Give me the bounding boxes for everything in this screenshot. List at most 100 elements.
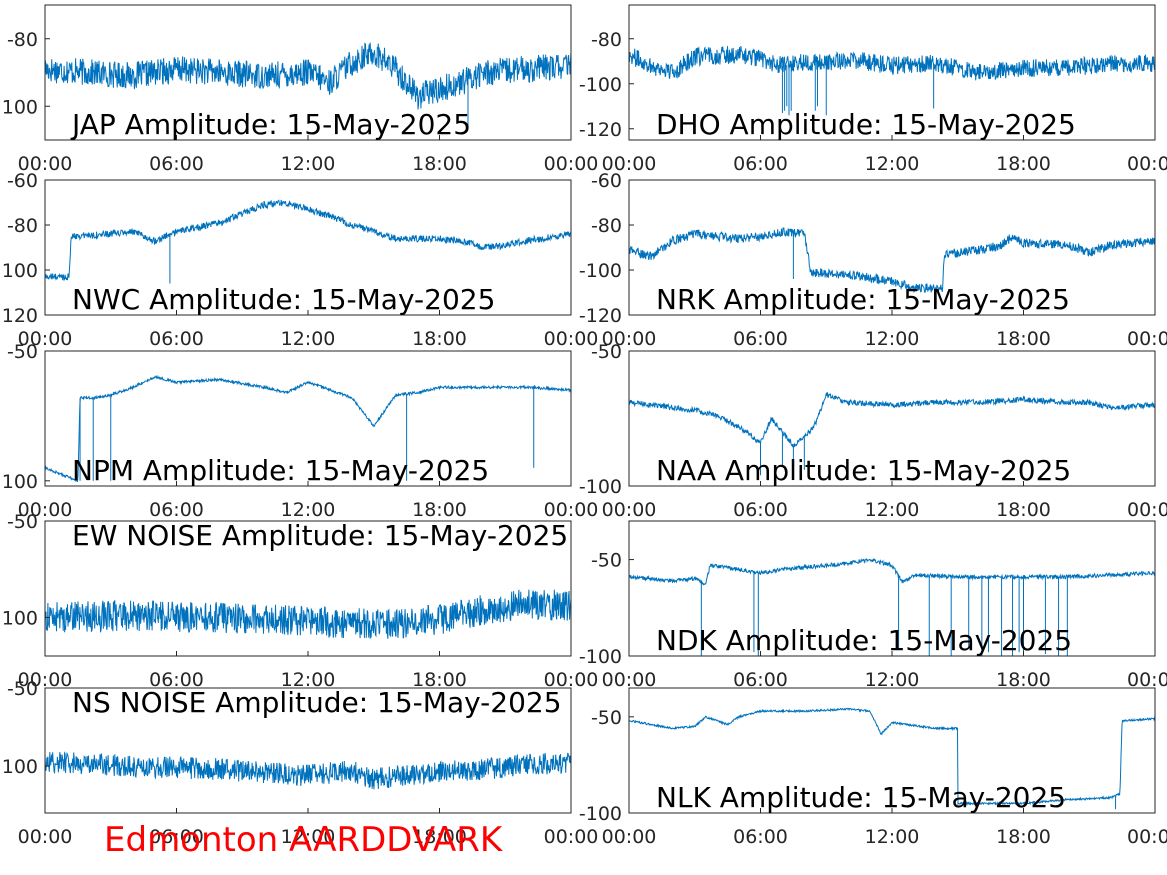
trace-dho — [629, 46, 1155, 81]
x-tick-label: 00:00 — [544, 826, 599, 848]
x-tick-label: 18:00 — [412, 669, 467, 691]
title-nrk: NRK Amplitude: 15-May-2025 — [656, 283, 1070, 316]
panel-npm: -50 100 00:00 06:00 12:00 18:00 00:00 NPM Ampli… — [2, 341, 599, 521]
x-tick-label: 00:00 — [1127, 669, 1167, 691]
y-tick-label: -100 — [579, 260, 622, 282]
panel-jap: -80 100 00:00 06:00 12:00 18:00 00:00 JAP Ampli… — [2, 4, 599, 175]
trace-naa — [629, 392, 1155, 448]
x-tick-label: 18:00 — [412, 499, 467, 521]
y-tick-label: 100 — [2, 756, 38, 778]
panel-ns-noise: -50 100 00:00 06:00 12:00 18:00 00:00 NS NOISE … — [2, 678, 599, 848]
x-tick-label: 18:00 — [996, 153, 1051, 175]
x-tick-label: 00:00 — [1127, 328, 1167, 350]
y-tick-label: -60 — [7, 170, 38, 192]
x-tick-label: 00:00 — [544, 153, 599, 175]
y-tick-label: -80 — [7, 215, 38, 237]
x-tick-label: 18:00 — [412, 328, 467, 350]
y-tick-label: 100 — [2, 96, 38, 118]
trace-jap — [45, 42, 571, 110]
x-tick-label: 12:00 — [281, 826, 336, 848]
x-tick-label: 00:00 — [18, 499, 73, 521]
y-tick-label: -120 — [579, 119, 622, 141]
y-tick-label: -100 — [579, 646, 622, 668]
x-tick-label: 00:00 — [602, 153, 657, 175]
y-tick-label: 120 — [2, 305, 38, 327]
trace-npm — [45, 374, 571, 483]
x-tick-label: 06:00 — [149, 153, 204, 175]
x-tick-label: 00:00 — [18, 153, 73, 175]
trace-nwc — [45, 199, 571, 282]
x-tick-label: 12:00 — [281, 499, 336, 521]
title-npm: NPM Amplitude: 15-May-2025 — [72, 454, 489, 487]
y-tick-label: -120 — [579, 305, 622, 327]
x-tick-label: 18:00 — [412, 153, 467, 175]
x-tick-label: 18:00 — [412, 826, 467, 848]
x-tick-label: 00:00 — [18, 669, 73, 691]
x-tick-label: 00:00 — [544, 669, 599, 691]
y-tick-label: -50 — [7, 678, 38, 700]
trace-nlk — [629, 707, 1155, 807]
y-tick-label: -100 — [579, 74, 622, 96]
x-tick-label: 00:00 — [544, 328, 599, 350]
y-tick-label: -80 — [591, 215, 622, 237]
y-tick-label: -50 — [591, 707, 622, 729]
title-nwc: NWC Amplitude: 15-May-2025 — [72, 283, 495, 316]
panel-dho: -80 -100 -120 00:00 06:00 12:00 18:00 00:00 DHO … — [579, 4, 1167, 175]
x-tick-label: 00:00 — [1127, 499, 1167, 521]
x-tick-label: 00:00 — [1127, 826, 1167, 848]
panel-ew-noise: -50 100 00:00 06:00 12:00 18:00 00:00 EW NOISE … — [2, 511, 599, 691]
y-tick-label: -50 — [591, 341, 622, 363]
x-tick-label: 12:00 — [865, 669, 920, 691]
y-tick-label: 100 — [2, 471, 38, 493]
x-tick-label: 06:00 — [733, 153, 788, 175]
y-tick-label: -60 — [591, 170, 622, 192]
x-tick-label: 12:00 — [281, 153, 336, 175]
trace-ns-noise — [45, 751, 571, 790]
title-nlk: NLK Amplitude: 15-May-2025 — [656, 781, 1066, 814]
figure-footer-title: Edmonton AARDDVARK — [104, 820, 503, 860]
x-tick-label: 12:00 — [865, 328, 920, 350]
x-tick-label: 00:00 — [602, 669, 657, 691]
trace-ew-noise — [45, 589, 571, 639]
x-tick-label: 00:00 — [602, 328, 657, 350]
title-ew-noise: EW NOISE Amplitude: 15-May-2025 — [72, 519, 568, 552]
title-naa: NAA Amplitude: 15-May-2025 — [656, 454, 1071, 487]
x-tick-label: 18:00 — [996, 826, 1051, 848]
y-tick-label: -80 — [591, 29, 622, 51]
y-tick-label: -80 — [7, 29, 38, 51]
trace-ndk — [629, 558, 1155, 586]
x-tick-label: 18:00 — [996, 669, 1051, 691]
x-tick-label: 00:00 — [18, 826, 73, 848]
x-tick-label: 06:00 — [733, 499, 788, 521]
x-tick-label: 00:00 — [544, 499, 599, 521]
x-tick-label: 06:00 — [149, 669, 204, 691]
x-tick-label: 06:00 — [733, 328, 788, 350]
y-tick-label: -50 — [7, 511, 38, 533]
x-tick-label: 12:00 — [865, 826, 920, 848]
x-tick-label: 00:00 — [602, 499, 657, 521]
y-tick-label: -100 — [579, 803, 622, 825]
x-tick-label: 00:00 — [602, 826, 657, 848]
x-tick-label: 12:00 — [281, 328, 336, 350]
y-tick-label: 100 — [2, 607, 38, 629]
x-tick-label: 12:00 — [865, 499, 920, 521]
title-dho: DHO Amplitude: 15-May-2025 — [656, 108, 1076, 141]
panel-nrk: -60-80-100-12000:0006:0012:0018:0000:00N… — [579, 170, 1167, 350]
title-jap: JAP Amplitude: 15-May-2025 — [70, 108, 471, 141]
y-tick-label: 100 — [2, 260, 38, 282]
x-tick-label: 06:00 — [149, 826, 204, 848]
x-tick-label: 18:00 — [996, 499, 1051, 521]
y-tick-label: -100 — [579, 476, 622, 498]
x-tick-label: 06:00 — [733, 669, 788, 691]
title-ndk: NDK Amplitude: 15-May-2025 — [656, 624, 1072, 657]
x-tick-label: 06:00 — [733, 826, 788, 848]
x-tick-label: 00:00 — [1127, 153, 1167, 175]
x-tick-label: 00:00 — [18, 328, 73, 350]
y-tick-label: -50 — [591, 550, 622, 572]
x-tick-label: 06:00 — [149, 499, 204, 521]
